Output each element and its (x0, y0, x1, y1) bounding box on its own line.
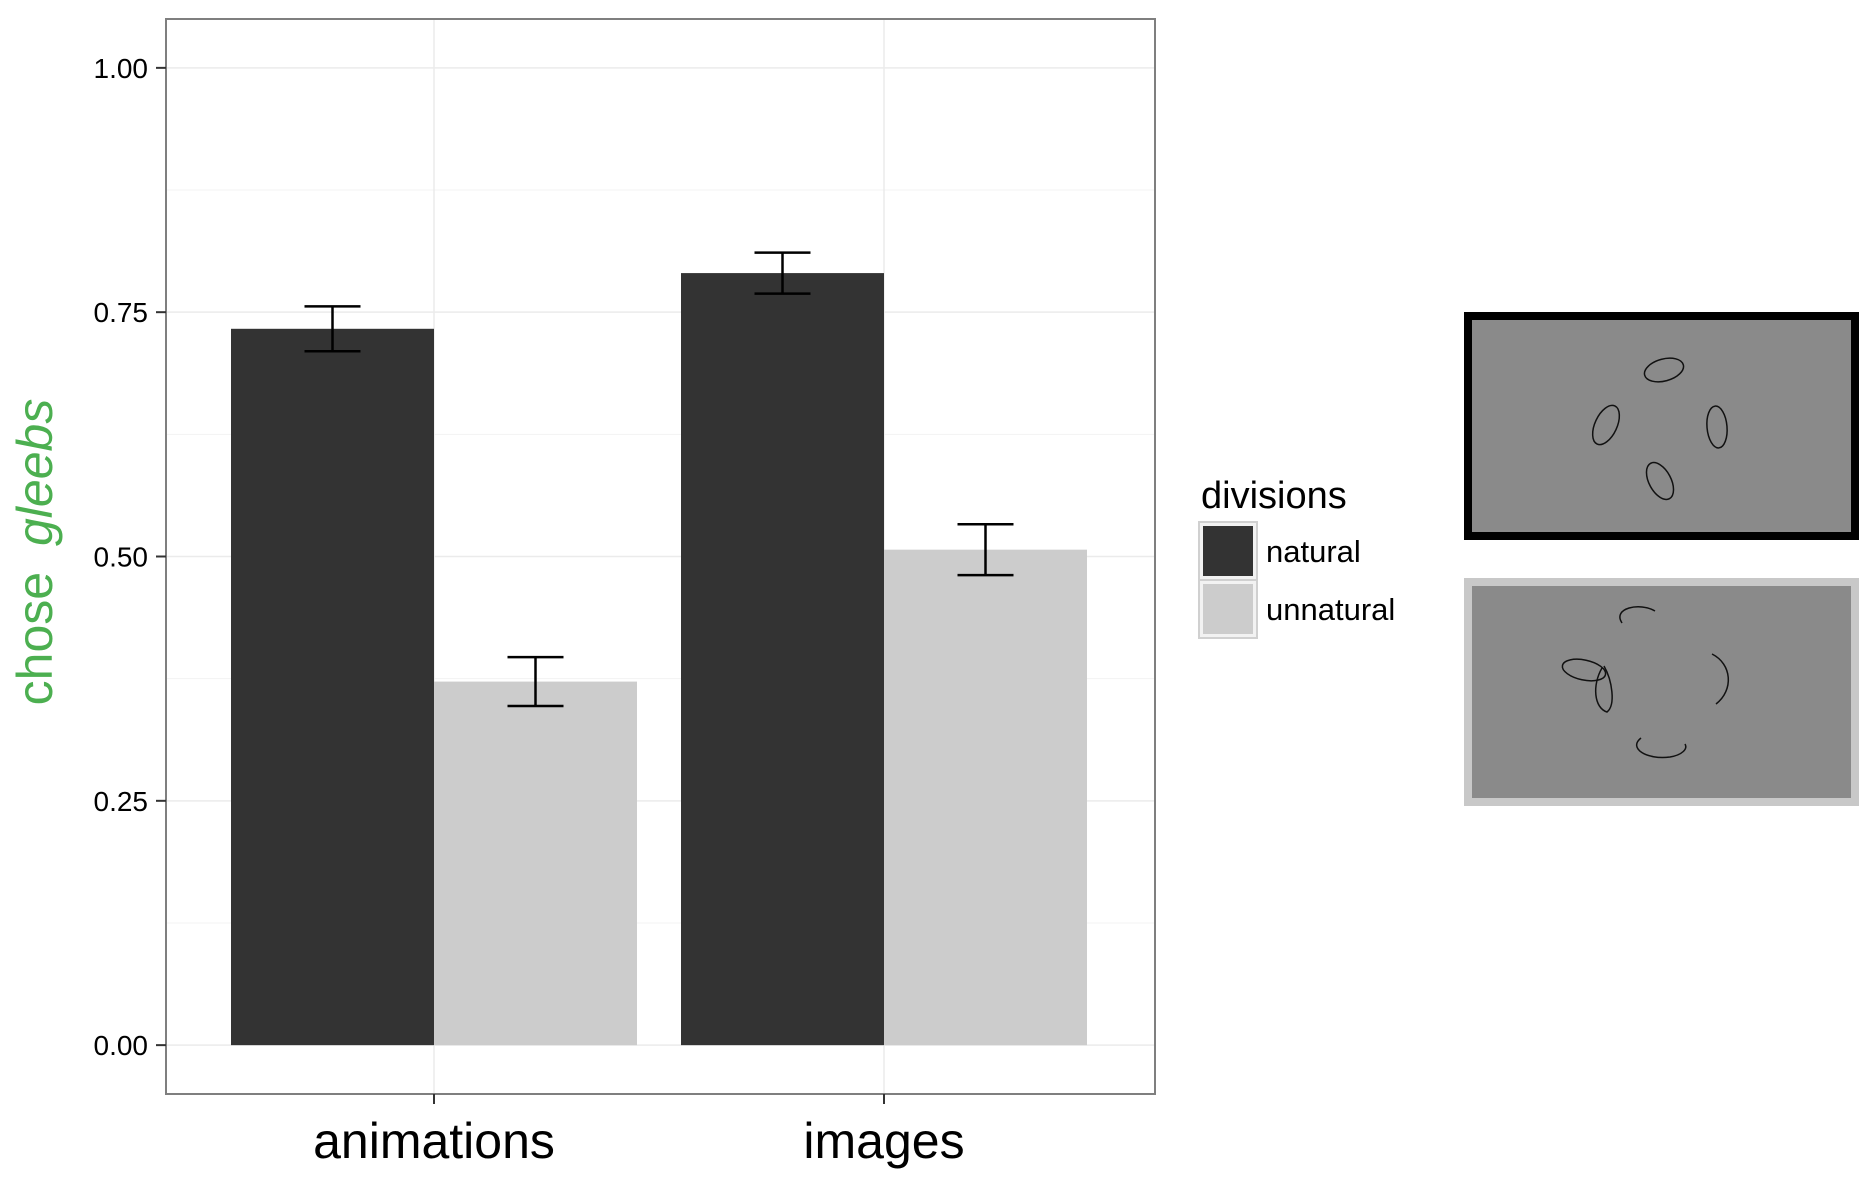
curve-stroke (1561, 658, 1607, 682)
error-bar-images-unnatural (957, 523, 1014, 577)
unnatural-example-thumbnail (1464, 578, 1859, 806)
y-tick-label: 0.50 (94, 542, 149, 573)
bar-animations-unnatural (434, 681, 637, 1046)
ellipse-shape (1591, 404, 1621, 446)
curve-stroke (1595, 665, 1613, 713)
error-bars (304, 251, 1014, 708)
bar-images-natural (681, 273, 884, 1046)
ellipse-shape (1645, 461, 1675, 501)
y-tick-label: 0.00 (94, 1030, 149, 1061)
axes: 0.00 0.25 0.50 0.75 1.00 animations images (94, 53, 965, 1169)
y-axis-title-prefix: chose (7, 572, 63, 705)
x-tick-label: animations (313, 1113, 555, 1169)
ellipse-shape (1706, 405, 1728, 449)
y-tick-label: 0.25 (94, 786, 149, 817)
natural-example-thumbnail (1464, 312, 1859, 540)
legend-item-natural: natural (1198, 521, 1361, 581)
legend-label: unnatural (1266, 592, 1395, 627)
curve-stroke (1635, 737, 1687, 759)
legend-label: natural (1266, 534, 1361, 569)
y-tick-label: 1.00 (94, 53, 149, 84)
y-axis-title-italic: gleebs (7, 399, 63, 546)
bars (231, 273, 1087, 1046)
curve-stroke (1619, 606, 1656, 624)
error-bar-images-natural (754, 251, 811, 295)
legend-swatch (1203, 584, 1253, 634)
x-tick-label: images (803, 1113, 964, 1169)
legend-title: divisions (1201, 475, 1347, 517)
legend: divisions natural unnatural (1198, 475, 1395, 639)
y-axis-title: chose gleebs (7, 399, 63, 706)
natural-thumbnail-frame (1464, 312, 1859, 540)
legend-item-unnatural: unnatural (1198, 579, 1395, 639)
error-bar-animations-natural (304, 305, 361, 353)
bar-animations-natural (231, 328, 434, 1046)
bar-images-unnatural (884, 549, 1087, 1046)
ellipse-shape (1643, 357, 1685, 383)
error-bar-animations-unnatural (507, 655, 564, 708)
y-tick-label: 0.75 (94, 297, 149, 328)
unnatural-thumbnail-frame (1464, 578, 1859, 806)
legend-swatch (1203, 526, 1253, 576)
curve-stroke (1711, 653, 1730, 705)
